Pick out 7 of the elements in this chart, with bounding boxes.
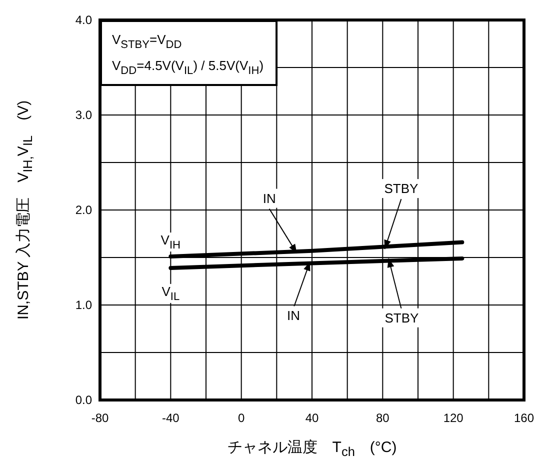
- annotation: V$_{STBY}$=V$_{DD}$: [112, 32, 182, 51]
- xlabel: チャネル温度 T$_{ch}$ (°C): [227, 439, 397, 459]
- annotation: V$_{DD}$=4.5V(V$_{IL}$) / 5.5V(V$_{IH}$): [112, 58, 264, 77]
- annotation: IN: [286, 308, 300, 324]
- annotation: STBY: [384, 310, 419, 326]
- annotation: IN: [262, 190, 276, 206]
- annotation: STBY: [384, 181, 418, 196]
